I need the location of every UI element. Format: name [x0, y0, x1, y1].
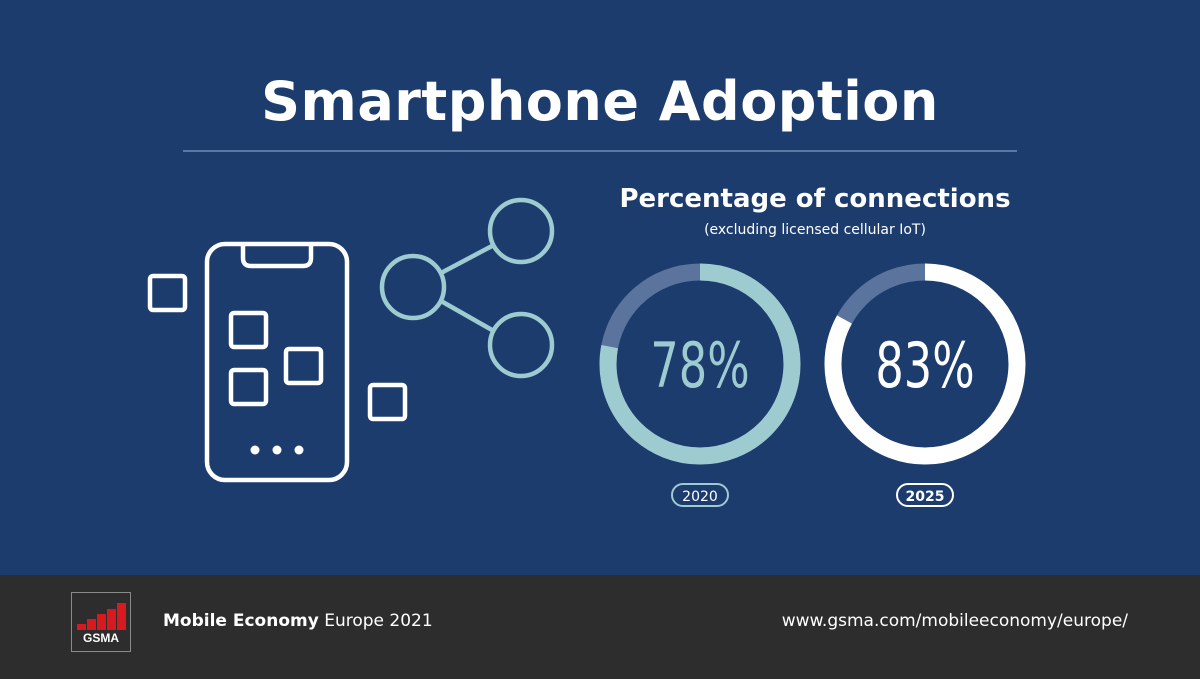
year-label-2020: 2020 [682, 489, 718, 505]
main-panel: Smartphone Adoption Percentage of connec… [147, 70, 1026, 507]
gsma-logo: GSMA [71, 592, 131, 652]
footer-url-link[interactable]: www.gsma.com/mobileeconomy/europe/ [781, 611, 1128, 631]
donut-arc-2020 [599, 263, 801, 465]
share-icon [379, 197, 555, 379]
title-divider [183, 150, 1017, 152]
publication-rest: Europe 2021 [318, 611, 433, 631]
smartphone-icon [147, 241, 408, 483]
value-label-2020: 78% [650, 330, 749, 402]
year-label-2025: 2025 [906, 489, 945, 505]
chart-title: Percentage of connections [619, 184, 1011, 214]
publication-bold: Mobile Economy [163, 611, 319, 631]
year-pill-2020 [671, 483, 729, 507]
donut-arc-2025 [824, 263, 1026, 465]
donut-charts: 78% 2020 83% 2025 [599, 263, 1026, 507]
gsma-logo-bars [77, 603, 126, 630]
footer: GSMA Mobile Economy Europe 2021 www.gsma… [0, 575, 1200, 679]
chart-subtitle: (excluding licensed cellular IoT) [704, 222, 926, 238]
publication-name: Mobile Economy Europe 2021 [163, 611, 433, 631]
value-label-2025: 83% [875, 330, 974, 402]
page-title: Smartphone Adoption [261, 70, 939, 133]
year-pill-2025 [896, 483, 954, 507]
illustration-and-chart: 78% 2020 83% 2025 [147, 197, 1026, 507]
gsma-logo-text: GSMA [83, 631, 119, 645]
